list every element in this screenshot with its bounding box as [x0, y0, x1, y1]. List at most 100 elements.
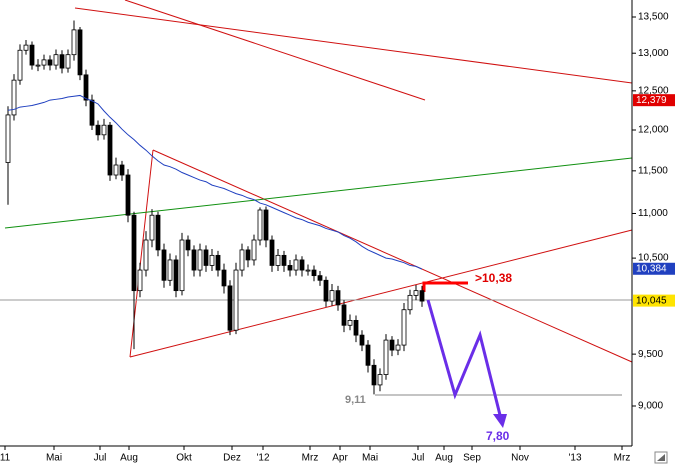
candle-body	[53, 54, 59, 66]
candle-body	[239, 249, 245, 271]
candle-body	[11, 79, 17, 116]
candle-body	[77, 29, 83, 76]
candle-body	[185, 239, 191, 251]
candle-body	[383, 339, 389, 375]
candle-body	[359, 334, 365, 346]
candle-body	[341, 304, 347, 326]
trendline	[129, 229, 633, 358]
x-tick-label: '13	[568, 453, 581, 464]
candle-body	[233, 269, 239, 331]
x-tick-label: Dez	[223, 453, 241, 464]
trendline	[4, 157, 633, 229]
candle-body	[125, 174, 131, 216]
candle-body	[149, 214, 155, 241]
candle-body	[209, 254, 215, 266]
forecast-arrow	[493, 414, 507, 428]
x-tick-label: Jul	[412, 453, 425, 464]
candle-body	[167, 259, 173, 281]
price-marker	[633, 294, 675, 307]
annotation: 9,11	[345, 394, 366, 406]
candle-body	[353, 319, 359, 336]
y-tick-label: 13,000	[638, 48, 669, 59]
candle-body	[89, 99, 95, 126]
trendline	[74, 7, 633, 84]
candle-body	[113, 164, 119, 176]
x-tick-label: Apr	[332, 453, 348, 464]
candle-body	[293, 259, 299, 271]
y-tick-label: 9,000	[638, 401, 663, 412]
y-tick-label: 11,500	[638, 165, 668, 176]
candle-body	[287, 265, 293, 271]
x-tick-label: Okt	[176, 453, 192, 464]
candle-body	[83, 74, 89, 101]
candle-body	[143, 239, 149, 271]
candle-body	[47, 59, 53, 66]
candle-body	[305, 269, 311, 272]
y-tick-label: 13,500	[638, 12, 669, 23]
candle-body	[119, 164, 125, 176]
candle-body	[419, 290, 425, 302]
forecast-path	[426, 299, 502, 416]
candle-body	[251, 239, 257, 261]
candle-body	[263, 209, 269, 241]
candle-body	[107, 124, 113, 176]
candle-body	[59, 54, 65, 69]
x-tick-label: Mai	[362, 453, 378, 464]
annotation: >10,38	[475, 271, 512, 285]
candle-body	[281, 254, 287, 266]
annotation: 7,80	[486, 429, 510, 443]
candle-body	[197, 249, 203, 271]
x-tick-label: Aug	[120, 453, 138, 464]
candle-body	[365, 344, 371, 366]
candle-body	[329, 290, 335, 302]
y-tick-label: 11,000	[638, 208, 668, 219]
moving-average	[7, 94, 423, 270]
price-marker	[633, 94, 675, 107]
price-marker-label: 10,384	[636, 263, 667, 274]
candle-body	[269, 239, 275, 266]
x-tick-label: Aug	[435, 453, 453, 464]
candle-body	[407, 294, 413, 311]
price-marker-label: 12,379	[636, 95, 667, 106]
y-tick-label: 12,500	[638, 85, 669, 96]
candle-body	[401, 309, 407, 346]
x-tick-label: 11	[0, 453, 11, 464]
candle-body	[203, 249, 209, 266]
x-tick-label: '12	[256, 453, 269, 464]
candle-body	[155, 214, 161, 251]
candle-body	[299, 259, 305, 271]
candle-body	[179, 239, 185, 292]
candle-body	[65, 54, 71, 69]
candle-body	[311, 269, 317, 277]
candle-body	[17, 49, 23, 81]
candle-body	[221, 269, 227, 287]
candle-body	[395, 344, 401, 351]
x-tick-label: Sep	[463, 453, 481, 464]
candle-body	[71, 29, 77, 56]
candle-body	[5, 114, 11, 163]
candle-body	[317, 275, 323, 281]
trendlines	[0, 0, 633, 428]
x-tick-label: Mrz	[302, 453, 319, 464]
y-tick-label: 9,500	[638, 349, 663, 360]
trendline	[124, 0, 426, 101]
candle-body	[35, 64, 41, 67]
y-tick-label: 10,500	[638, 253, 669, 264]
price-marker	[633, 262, 675, 275]
candle-body	[215, 254, 221, 271]
candle-body	[323, 279, 329, 302]
candle-body	[23, 44, 29, 51]
candle-body	[245, 249, 251, 261]
candle-body	[371, 364, 377, 386]
x-tick-label: Jul	[94, 453, 107, 464]
x-tick-label: Mrz	[614, 453, 631, 464]
y-tick-label: 12,000	[638, 125, 669, 136]
candle-body	[275, 254, 281, 266]
candle-body	[347, 319, 353, 326]
corner-icon	[657, 454, 665, 461]
candle-body	[173, 259, 179, 292]
candle-body	[191, 249, 197, 271]
trendline	[152, 149, 633, 363]
x-tick-label: Nov	[511, 453, 529, 464]
